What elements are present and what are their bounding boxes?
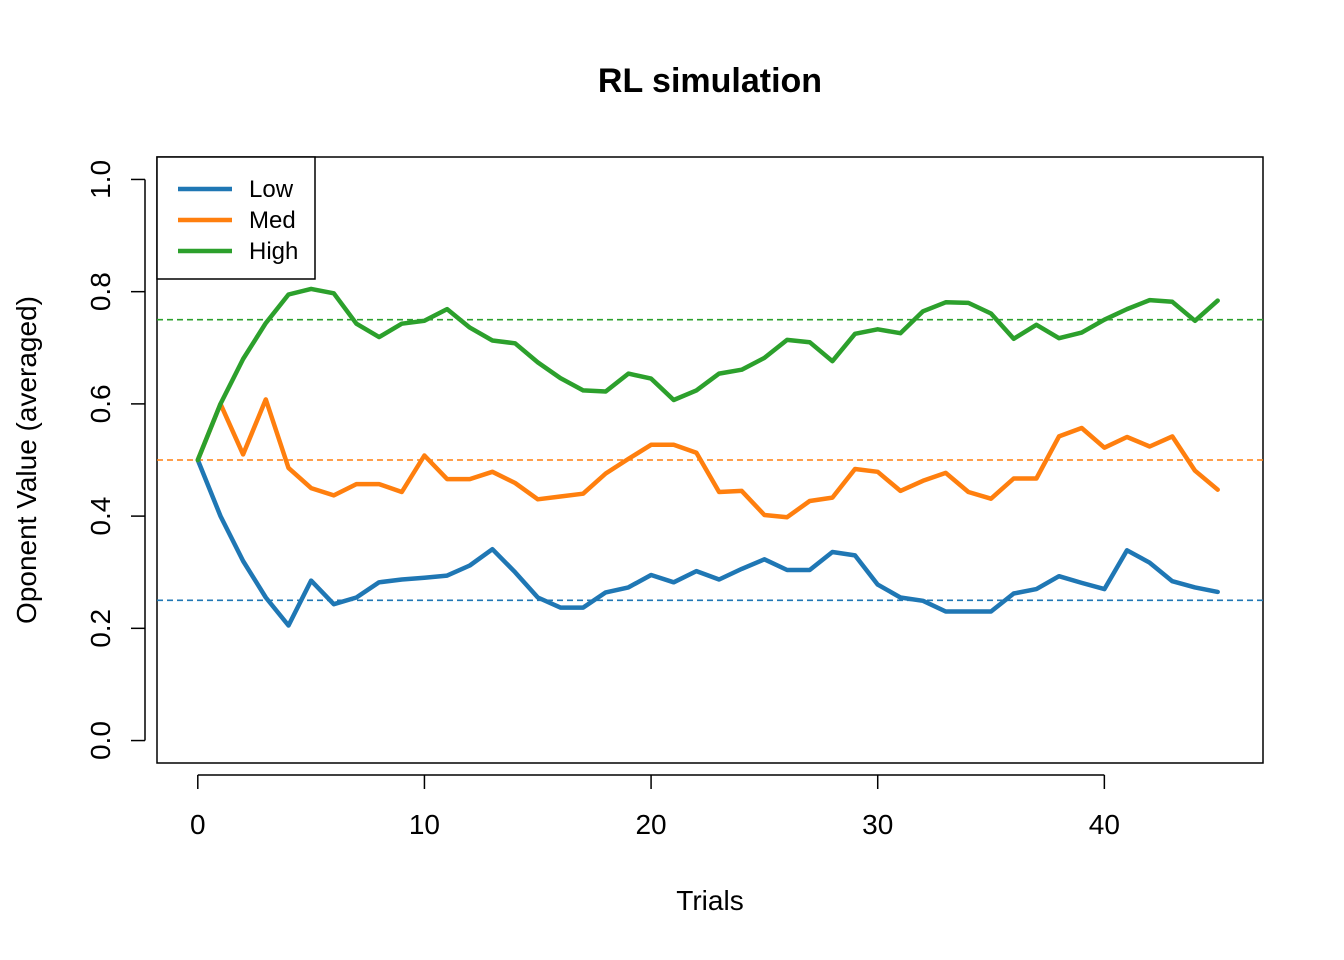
series-line-med [195,397,1220,520]
y-tick-label: 0.0 [85,721,116,760]
x-axis: 0 10 20 30 40 [190,774,1120,840]
y-axis-label: Oponent Value (averaged) [11,296,42,624]
series-lines [195,286,1220,628]
legend-label-high: High [249,238,298,265]
legend: Low Med High [156,156,316,280]
chart-title: RL simulation [598,62,822,100]
x-tick-label: 30 [862,809,893,840]
x-tick-label: 0 [190,809,206,840]
y-tick-label: 0.8 [85,272,116,311]
legend-label-med: Med [249,207,296,234]
x-tick-label: 20 [635,809,666,840]
y-tick-label: 0.4 [85,497,116,536]
x-tick-label: 10 [409,809,440,840]
y-tick-label: 0.2 [85,609,116,648]
x-axis-label: Trials [676,885,743,916]
legend-label-low: Low [249,176,294,203]
series-line-low [195,457,1220,628]
reference-lines [157,318,1263,602]
x-tick-label: 40 [1089,809,1120,840]
series-line-high [195,286,1220,463]
y-axis: 0.0 0.2 0.4 0.6 0.8 1.0 [85,160,146,760]
y-tick-label: 1.0 [85,160,116,199]
y-tick-label: 0.6 [85,384,116,423]
